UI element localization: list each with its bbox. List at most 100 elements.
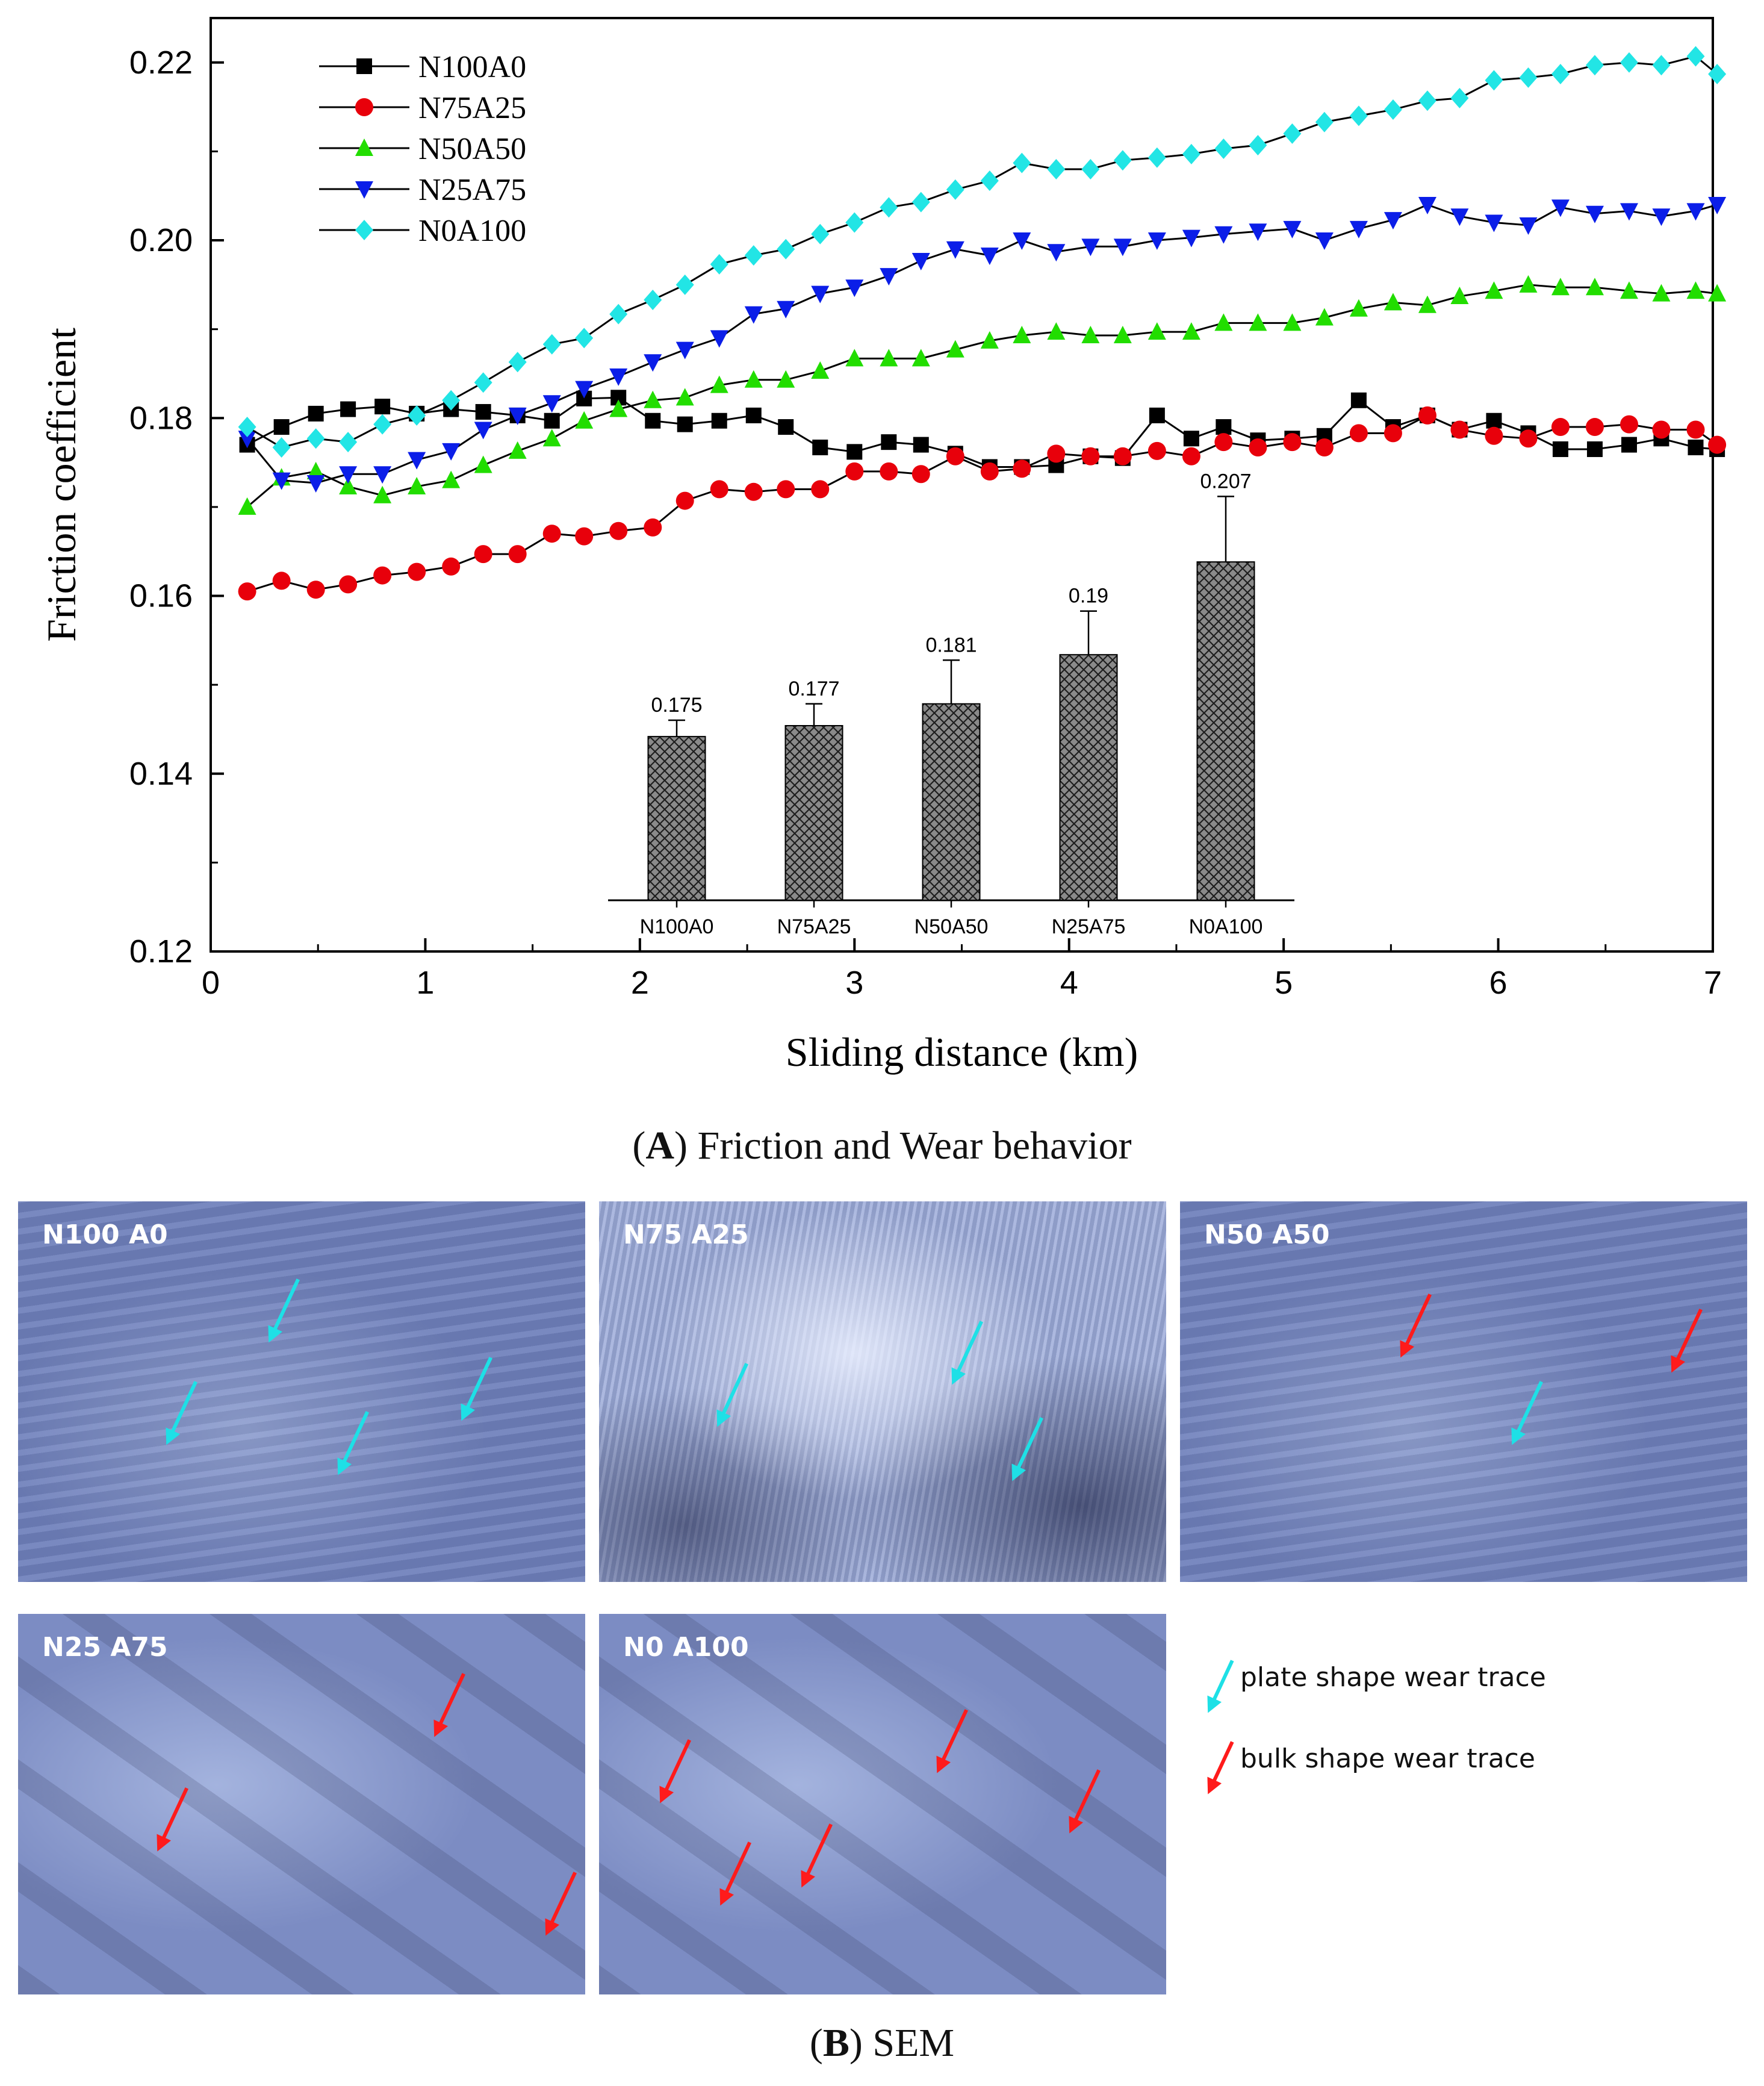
data-point xyxy=(744,370,763,388)
inset-value-label: 0.207 xyxy=(1200,470,1251,493)
x-tick-label: 1 xyxy=(416,965,434,1001)
data-point xyxy=(912,191,930,213)
data-point xyxy=(1620,415,1638,434)
data-point xyxy=(442,443,461,461)
data-point xyxy=(675,491,694,510)
inset-value-label: 0.181 xyxy=(925,634,977,656)
data-point xyxy=(1485,70,1503,91)
data-point xyxy=(1519,275,1538,293)
x-tick-label: 2 xyxy=(631,965,649,1001)
data-point xyxy=(508,352,527,373)
data-point xyxy=(1519,67,1538,88)
data-point xyxy=(1551,418,1570,437)
data-point xyxy=(744,482,763,501)
data-point xyxy=(1485,426,1503,445)
data-point xyxy=(374,399,391,415)
data-point xyxy=(609,399,628,417)
data-point xyxy=(1686,281,1705,299)
caption-b-letter: B xyxy=(822,2021,849,2065)
data-point xyxy=(1315,232,1334,251)
data-point xyxy=(1620,203,1638,221)
data-point xyxy=(273,419,290,435)
data-point xyxy=(1652,55,1671,76)
data-point xyxy=(408,452,426,470)
caption-b: (B) SEM xyxy=(809,2021,955,2065)
data-point xyxy=(1418,295,1436,313)
data-point xyxy=(575,527,594,546)
data-point xyxy=(744,245,763,266)
plate-trace-arrow xyxy=(719,1363,748,1419)
data-point xyxy=(1686,203,1705,221)
data-point xyxy=(980,248,999,266)
data-point xyxy=(609,522,628,540)
data-point xyxy=(1585,55,1604,76)
data-point xyxy=(1418,197,1436,214)
data-point xyxy=(912,349,930,367)
data-point xyxy=(1551,278,1570,296)
inset-category-label: N0A100 xyxy=(1189,915,1263,938)
data-point xyxy=(238,497,256,515)
data-point xyxy=(373,466,392,484)
data-point xyxy=(1214,226,1233,244)
bulk-trace-arrow xyxy=(804,1823,833,1880)
inset-bar xyxy=(1059,654,1118,901)
data-point xyxy=(980,462,999,481)
x-tick-label: 3 xyxy=(845,965,863,1001)
x-tick-label: 0 xyxy=(202,965,220,1001)
data-point xyxy=(1485,214,1503,232)
data-point xyxy=(1450,287,1469,305)
data-point xyxy=(544,413,560,429)
data-point xyxy=(1621,437,1637,453)
data-point xyxy=(542,525,561,543)
data-point xyxy=(1585,278,1604,296)
data-point xyxy=(880,349,898,367)
inset-bar xyxy=(1196,561,1255,901)
data-point xyxy=(508,407,527,425)
data-point xyxy=(1315,111,1334,132)
data-point xyxy=(1585,205,1604,223)
data-point xyxy=(1620,281,1638,299)
data-point xyxy=(475,403,491,420)
data-point xyxy=(1047,322,1066,340)
bulk-trace-arrow xyxy=(722,1842,751,1898)
data-point xyxy=(1688,440,1704,455)
data-point xyxy=(609,368,628,386)
y-tick-label: 0.18 xyxy=(129,400,193,436)
data-point xyxy=(644,390,662,408)
data-point xyxy=(912,465,930,484)
y-tick-label: 0.22 xyxy=(129,45,193,81)
data-point xyxy=(1113,238,1132,257)
data-point xyxy=(1081,158,1100,179)
data-point xyxy=(1249,313,1267,331)
inset-value-label: 0.175 xyxy=(651,694,702,717)
data-point xyxy=(1013,152,1031,173)
data-point xyxy=(912,253,930,270)
data-point xyxy=(1551,199,1570,217)
data-point xyxy=(306,581,325,599)
data-point xyxy=(711,413,727,429)
data-point xyxy=(1047,158,1066,179)
series-n0a100 xyxy=(238,46,1727,458)
data-point xyxy=(542,334,561,355)
data-point xyxy=(1708,284,1727,302)
data-point xyxy=(508,441,527,459)
data-point xyxy=(644,354,662,372)
legend-label: N0A100 xyxy=(418,214,526,248)
data-point xyxy=(1384,293,1402,311)
data-point xyxy=(1552,441,1568,457)
data-point xyxy=(1013,232,1031,251)
data-point xyxy=(1551,64,1570,84)
caption-a-letter: A xyxy=(645,1124,675,1168)
data-point xyxy=(1652,420,1671,439)
caption-a-text: Friction and Wear behavior xyxy=(697,1124,1132,1168)
sem-panel-label: N100 A0 xyxy=(42,1219,168,1250)
data-point xyxy=(946,340,964,358)
data-point xyxy=(1652,208,1671,226)
data-point xyxy=(710,330,728,348)
data-point xyxy=(644,289,662,310)
data-point xyxy=(1149,407,1165,423)
plate-trace-arrow xyxy=(340,1411,369,1468)
data-point xyxy=(980,170,999,191)
data-point xyxy=(1585,418,1604,437)
y-tick-label: 0.14 xyxy=(129,756,193,792)
